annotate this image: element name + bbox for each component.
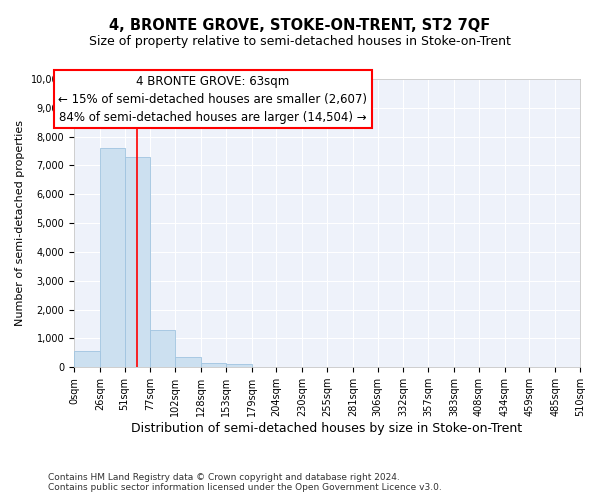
- X-axis label: Distribution of semi-detached houses by size in Stoke-on-Trent: Distribution of semi-detached houses by …: [131, 422, 523, 435]
- Text: 4 BRONTE GROVE: 63sqm
← 15% of semi-detached houses are smaller (2,607)
84% of s: 4 BRONTE GROVE: 63sqm ← 15% of semi-deta…: [58, 74, 367, 124]
- Bar: [151, 330, 175, 367]
- Text: Size of property relative to semi-detached houses in Stoke-on-Trent: Size of property relative to semi-detach…: [89, 35, 511, 48]
- Bar: [100, 148, 125, 367]
- Bar: [175, 357, 201, 367]
- Text: Contains public sector information licensed under the Open Government Licence v3: Contains public sector information licen…: [48, 484, 442, 492]
- Bar: [74, 352, 100, 367]
- Y-axis label: Number of semi-detached properties: Number of semi-detached properties: [15, 120, 25, 326]
- Bar: [226, 364, 251, 367]
- Bar: [125, 157, 151, 367]
- Text: 4, BRONTE GROVE, STOKE-ON-TRENT, ST2 7QF: 4, BRONTE GROVE, STOKE-ON-TRENT, ST2 7QF: [109, 18, 491, 32]
- Text: Contains HM Land Registry data © Crown copyright and database right 2024.: Contains HM Land Registry data © Crown c…: [48, 472, 400, 482]
- Bar: [201, 363, 226, 367]
